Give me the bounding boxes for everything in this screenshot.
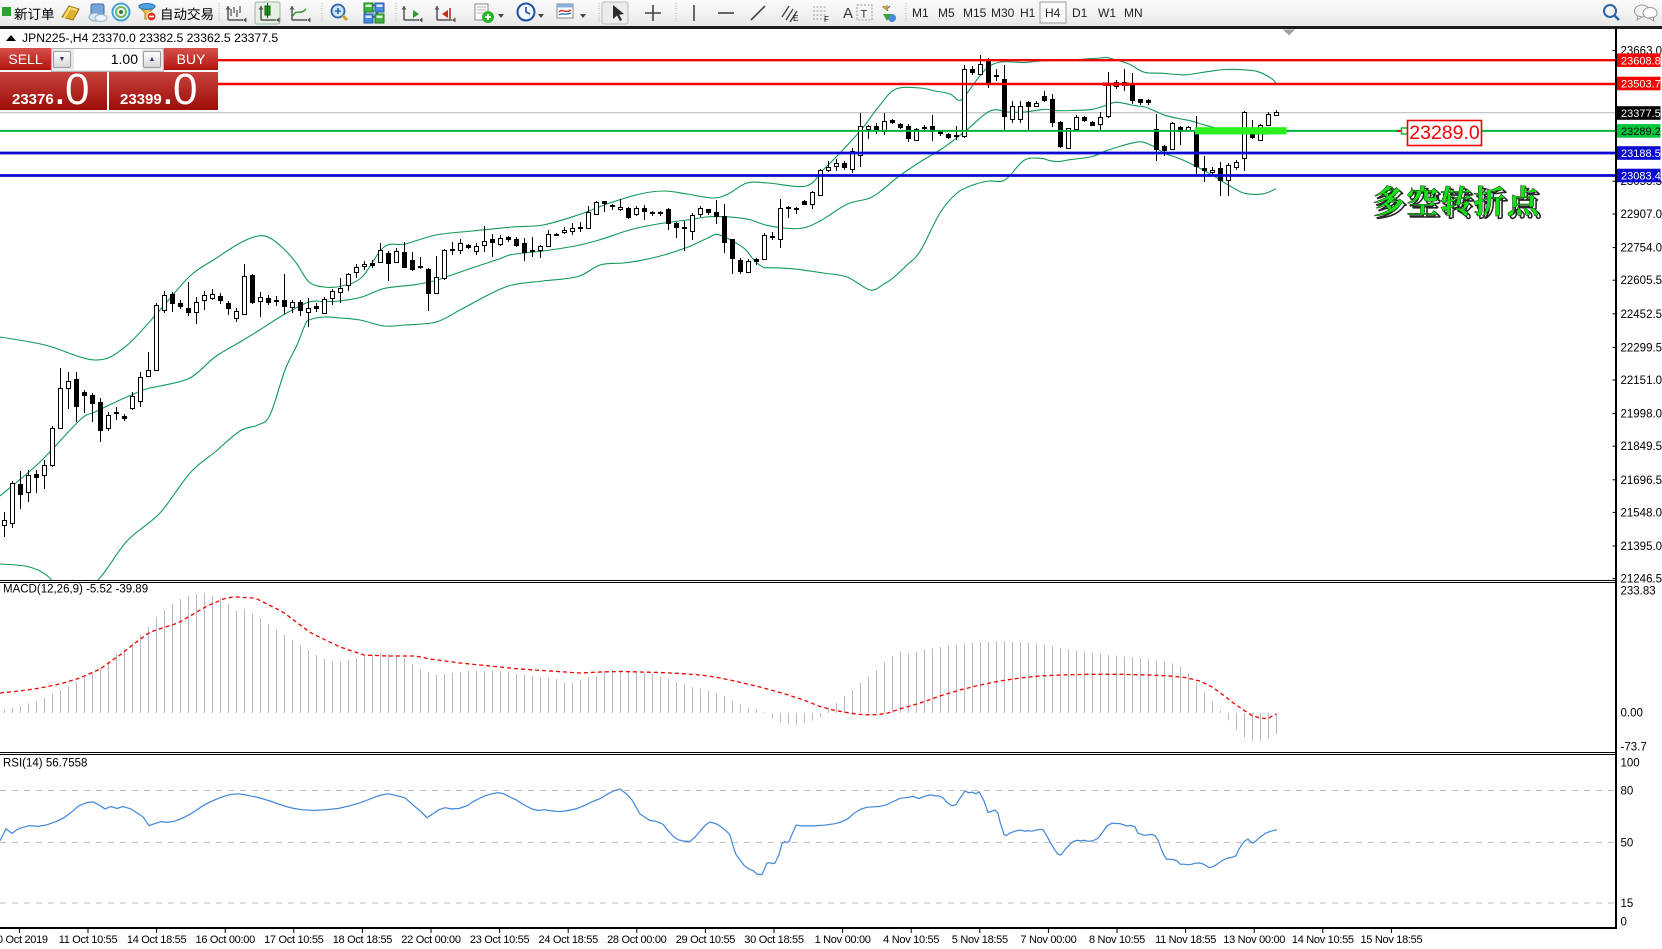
svg-text:A: A (843, 5, 853, 22)
svg-text:21395.0: 21395.0 (1621, 541, 1662, 553)
svg-text:H1: H1 (1020, 6, 1036, 20)
svg-text:23083.4: 23083.4 (1621, 171, 1661, 183)
svg-text:80: 80 (1621, 786, 1634, 798)
svg-text:21246.5: 21246.5 (1621, 574, 1662, 586)
svg-text:21696.5: 21696.5 (1621, 475, 1662, 487)
svg-text:30 Oct 18:55: 30 Oct 18:55 (744, 934, 804, 946)
svg-text:M15: M15 (963, 6, 987, 20)
svg-text:29 Oct 10:55: 29 Oct 10:55 (676, 934, 736, 946)
svg-text:D1: D1 (1072, 6, 1088, 20)
svg-text:22605.5: 22605.5 (1621, 275, 1662, 287)
svg-text:5 Nov 18:55: 5 Nov 18:55 (952, 934, 1008, 946)
svg-text:23 Oct 10:55: 23 Oct 10:55 (470, 934, 530, 946)
svg-text:H4: H4 (1045, 6, 1061, 20)
svg-text:E: E (793, 14, 798, 23)
svg-text:17 Oct 10:55: 17 Oct 10:55 (264, 934, 324, 946)
svg-text:11 Oct 10:55: 11 Oct 10:55 (59, 934, 118, 946)
svg-text:23503.7: 23503.7 (1621, 79, 1661, 91)
svg-text:24 Oct 18:55: 24 Oct 18:55 (539, 934, 599, 946)
svg-text:22299.5: 22299.5 (1621, 342, 1662, 354)
svg-text:21849.5: 21849.5 (1621, 441, 1662, 453)
svg-text:W1: W1 (1098, 6, 1116, 20)
svg-text:22907.0: 22907.0 (1621, 209, 1662, 221)
svg-text:-73.7: -73.7 (1621, 742, 1647, 754)
svg-text:F: F (824, 15, 829, 24)
svg-text:23608.8: 23608.8 (1621, 55, 1661, 67)
svg-text:1 Nov 00:00: 1 Nov 00:00 (815, 934, 871, 946)
svg-text:22754.0: 22754.0 (1621, 243, 1662, 255)
svg-text:M30: M30 (991, 6, 1015, 20)
svg-text:14 Oct 18:55: 14 Oct 18:55 (127, 934, 187, 946)
svg-text:16 Oct 00:00: 16 Oct 00:00 (196, 934, 256, 946)
svg-text:11 Nov 18:55: 11 Nov 18:55 (1155, 934, 1216, 946)
svg-text:21548.0: 21548.0 (1621, 507, 1662, 519)
svg-text:23289.0: 23289.0 (1409, 122, 1480, 144)
svg-text:22452.5: 22452.5 (1621, 309, 1662, 321)
svg-text:JPN225-,H4 23370.0 23382.5 23: JPN225-,H4 23370.0 23382.5 23362.5 23377… (22, 31, 278, 45)
svg-text:21998.0: 21998.0 (1621, 409, 1662, 421)
svg-text:T: T (861, 9, 868, 21)
svg-text:15 Nov 18:55: 15 Nov 18:55 (1360, 934, 1422, 946)
svg-text:22 Oct 00:00: 22 Oct 00:00 (401, 934, 461, 946)
svg-text:22151.0: 22151.0 (1621, 375, 1662, 387)
svg-text:0: 0 (1621, 917, 1627, 929)
svg-text:10 Oct 2019: 10 Oct 2019 (0, 934, 48, 946)
svg-text:8 Nov 10:55: 8 Nov 10:55 (1089, 934, 1145, 946)
svg-text:0.00: 0.00 (1621, 708, 1643, 720)
svg-text:MN: MN (1124, 6, 1143, 20)
svg-text:MACD(12,26,9) -5.52 -39.89: MACD(12,26,9) -5.52 -39.89 (3, 584, 148, 596)
svg-text:50: 50 (1621, 838, 1634, 850)
svg-text:23188.5: 23188.5 (1621, 148, 1661, 160)
svg-text:15: 15 (1621, 898, 1634, 910)
svg-text:14 Nov 10:55: 14 Nov 10:55 (1292, 934, 1354, 946)
svg-text:23377.5: 23377.5 (1621, 108, 1661, 120)
svg-text:7 Nov 00:00: 7 Nov 00:00 (1020, 934, 1076, 946)
svg-text:28 Oct 00:00: 28 Oct 00:00 (607, 934, 667, 946)
svg-text:18 Oct 18:55: 18 Oct 18:55 (333, 934, 393, 946)
svg-text:23289.2: 23289.2 (1621, 126, 1661, 138)
svg-text:M1: M1 (912, 6, 929, 20)
svg-text:4 Nov 10:55: 4 Nov 10:55 (883, 934, 939, 946)
svg-text:13 Nov 00:00: 13 Nov 00:00 (1223, 934, 1285, 946)
svg-text:M5: M5 (938, 6, 955, 20)
svg-text:233.83: 233.83 (1621, 586, 1656, 598)
svg-text:RSI(14) 56.7558: RSI(14) 56.7558 (3, 758, 87, 770)
svg-text:100: 100 (1621, 758, 1640, 770)
